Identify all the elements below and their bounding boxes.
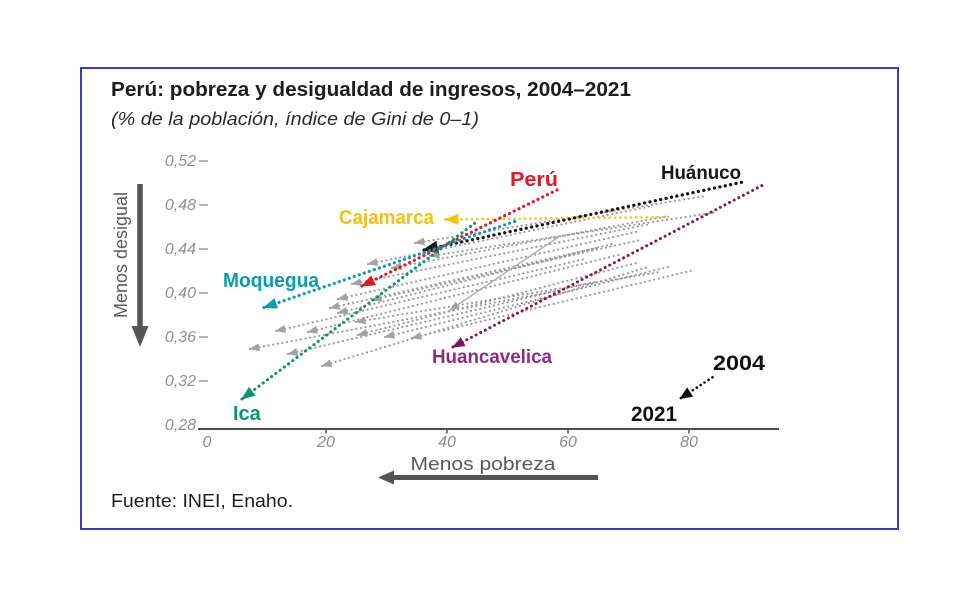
svg-text:2004: 2004 [713, 352, 765, 375]
svg-text:Menos desigual: Menos desigual [111, 192, 131, 318]
svg-text:0,52: 0,52 [165, 153, 196, 170]
svg-text:0,40: 0,40 [165, 285, 196, 302]
svg-text:40: 40 [438, 434, 456, 451]
svg-text:2021: 2021 [631, 403, 677, 426]
svg-text:80: 80 [680, 434, 698, 451]
svg-text:Moquegua: Moquegua [223, 270, 320, 292]
svg-text:Cajamarca: Cajamarca [339, 207, 435, 229]
svg-text:Huancavelica: Huancavelica [432, 347, 552, 368]
svg-text:Ica: Ica [233, 403, 262, 425]
svg-text:60: 60 [559, 434, 577, 451]
svg-text:Huánuco: Huánuco [661, 163, 741, 184]
svg-text:0,28: 0,28 [165, 417, 196, 434]
svg-text:Menos pobreza: Menos pobreza [411, 454, 557, 474]
svg-text:Perú: Perú [510, 169, 558, 191]
svg-text:0,36: 0,36 [165, 329, 196, 346]
svg-text:0,32: 0,32 [165, 373, 196, 390]
svg-text:0,44: 0,44 [165, 241, 196, 258]
svg-text:0: 0 [203, 434, 212, 451]
svg-text:0,48: 0,48 [165, 197, 196, 214]
svg-text:Fuente: INEI, Enaho.: Fuente: INEI, Enaho. [111, 491, 293, 511]
svg-text:Perú: pobreza y desigualdad de: Perú: pobreza y desigualdad de ingresos,… [111, 79, 631, 101]
svg-text:(% de la población, índice de: (% de la población, índice de Gini de 0–… [111, 109, 479, 129]
svg-text:20: 20 [316, 434, 335, 451]
